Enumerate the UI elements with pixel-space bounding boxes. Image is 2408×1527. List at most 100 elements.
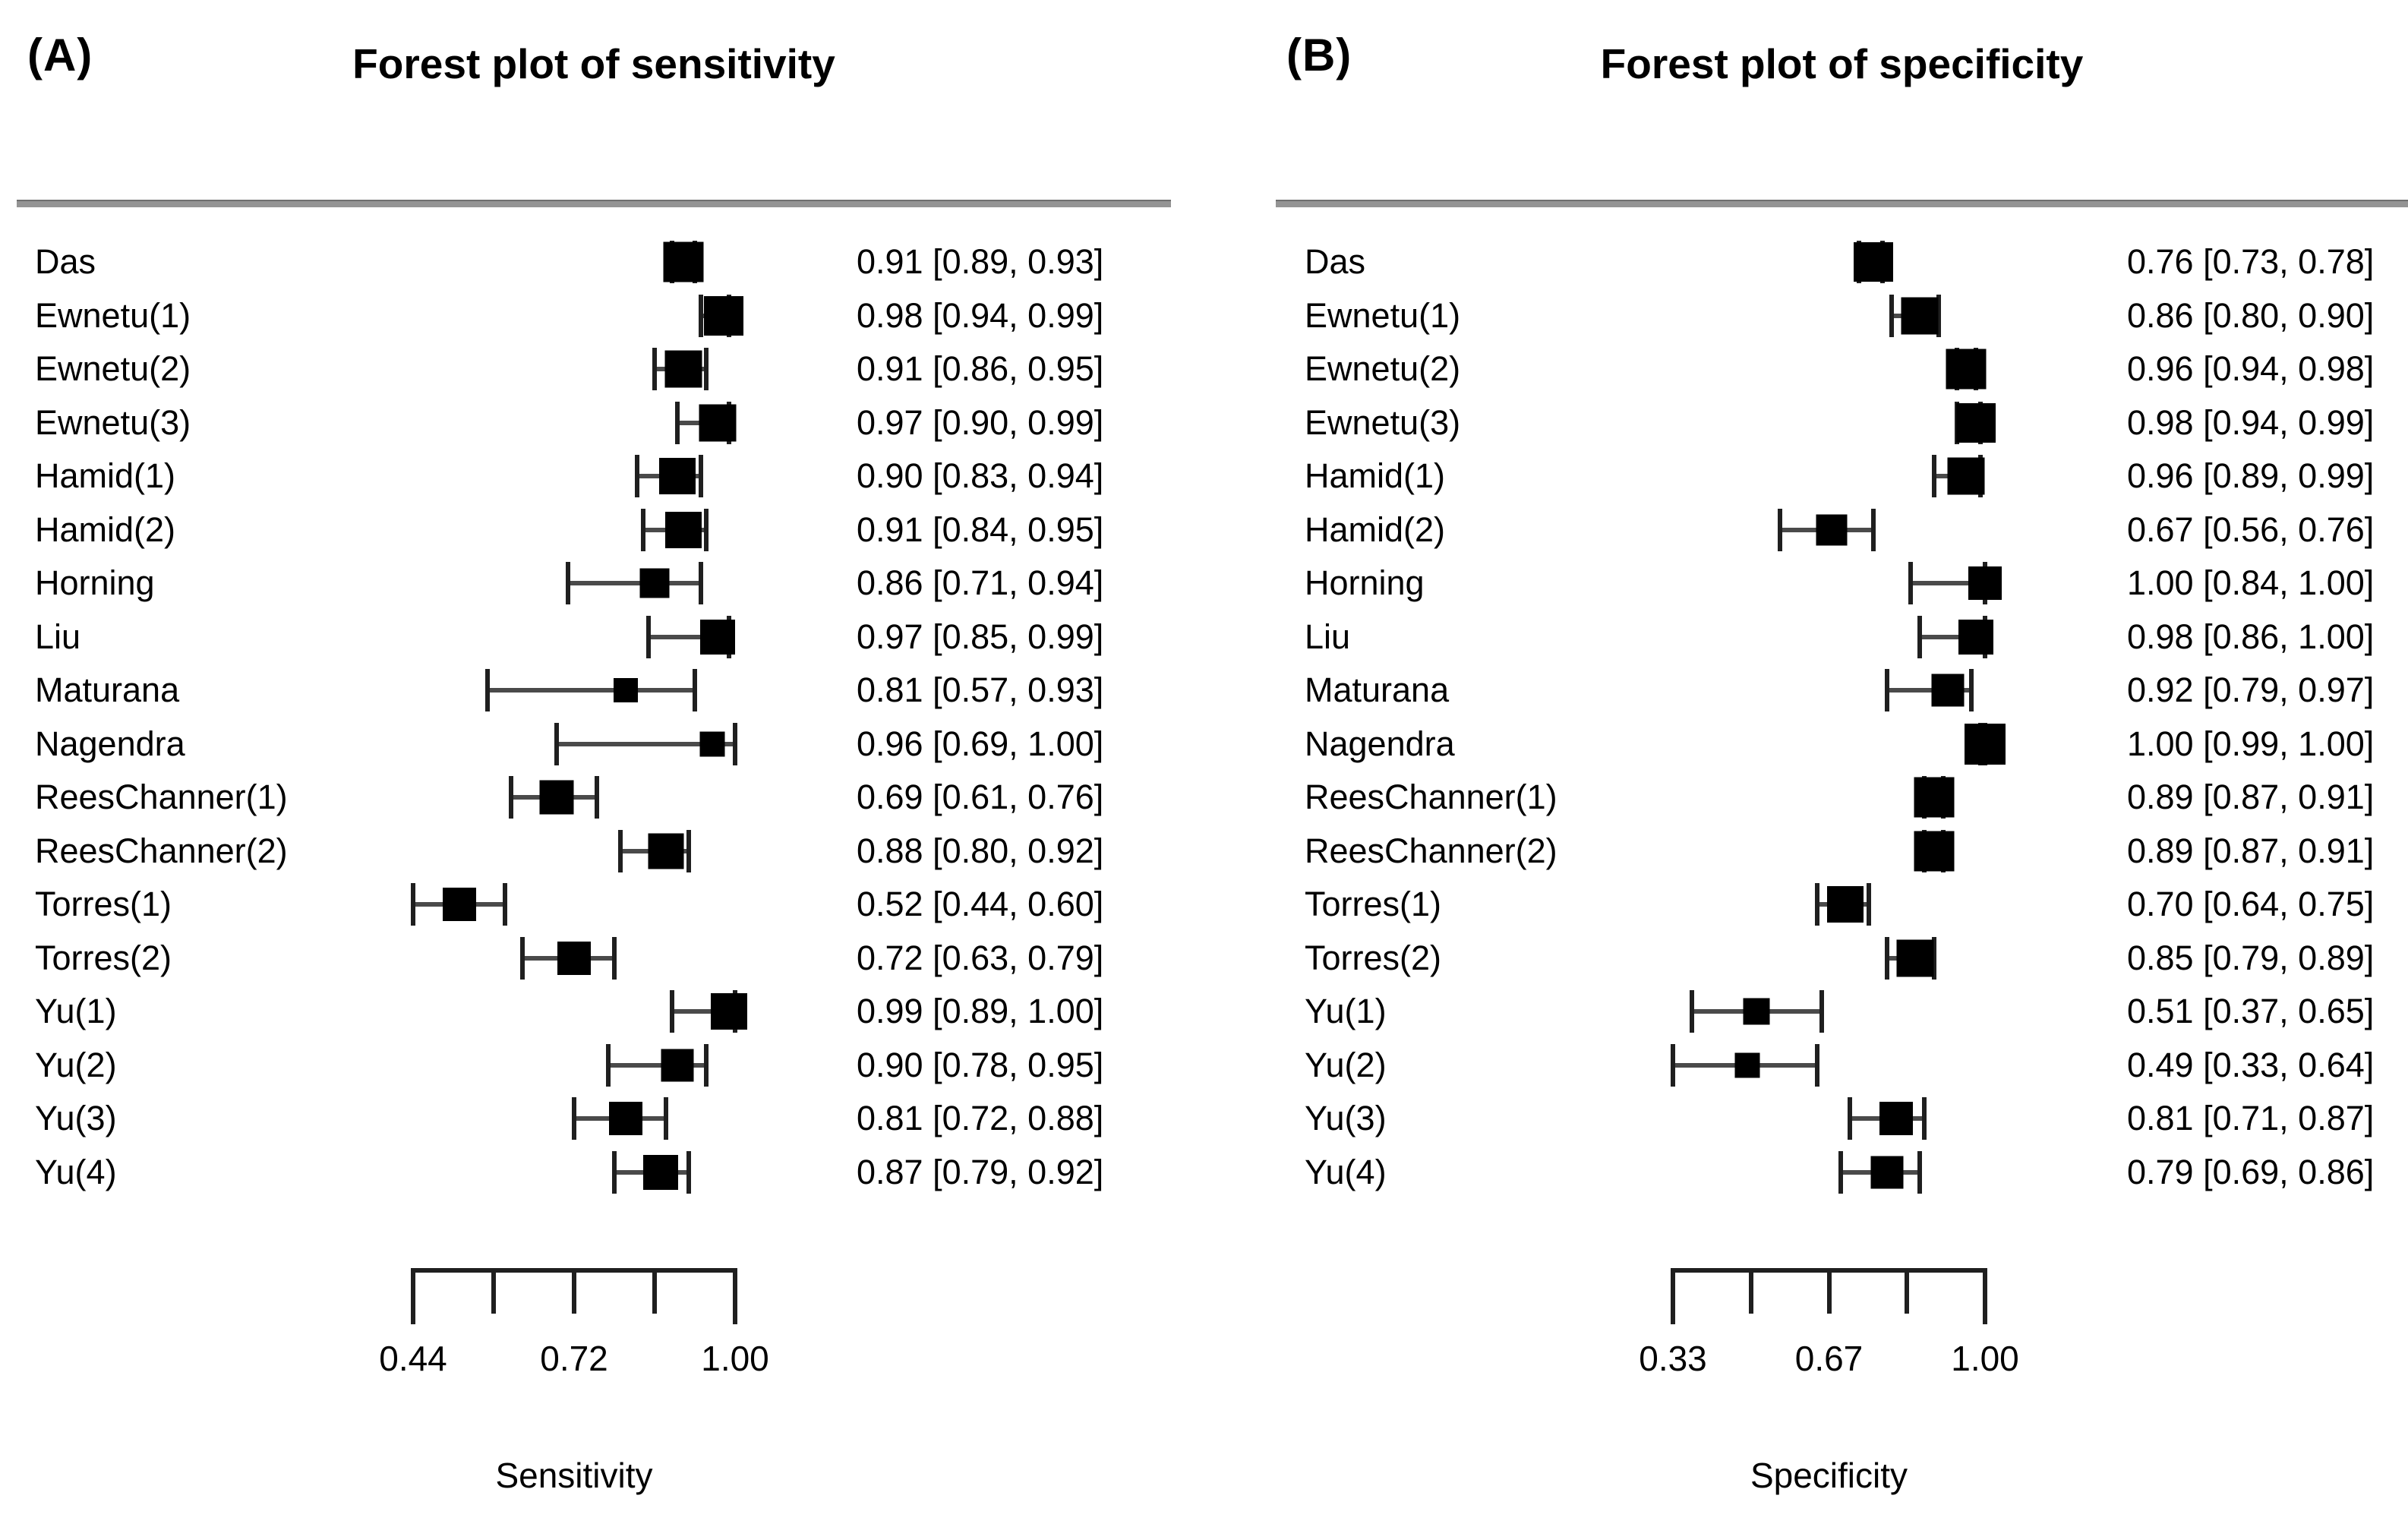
study-label: Hamid(1) bbox=[1305, 456, 1446, 496]
estimate-ci-text: 0.96 [0.94, 0.98] bbox=[2127, 349, 2375, 389]
study-label: Torres(2) bbox=[1305, 938, 1442, 977]
ci-line bbox=[649, 634, 730, 639]
study-label: ReesChanner(1) bbox=[1305, 778, 1557, 817]
ci-cap-high bbox=[704, 1043, 709, 1087]
estimate-square bbox=[699, 404, 737, 442]
study-label: Horning bbox=[35, 563, 155, 603]
x-axis-title-sensitivity: Sensitivity bbox=[495, 1456, 653, 1495]
axis-tick bbox=[572, 1268, 576, 1314]
ci-cap-low bbox=[1889, 294, 1895, 337]
ci-plot-strip bbox=[1673, 289, 1985, 343]
estimate-square bbox=[1816, 514, 1848, 546]
estimate-ci-text: 0.99 [0.89, 1.00] bbox=[857, 992, 1104, 1031]
forest-row: Torres(1) 0.70 [0.64, 0.75] bbox=[1276, 878, 2408, 932]
forest-row: Hamid(1) 0.96 [0.89, 0.99] bbox=[1276, 450, 2408, 503]
study-label: Yu(1) bbox=[35, 992, 117, 1031]
ci-plot-strip bbox=[413, 664, 735, 718]
estimate-ci-text: 0.98 [0.94, 0.99] bbox=[2127, 402, 2375, 442]
ci-cap-low bbox=[612, 1150, 617, 1194]
forest-row: ReesChanner(1) 0.69 [0.61, 0.76] bbox=[17, 771, 1171, 825]
ci-plot-strip bbox=[1673, 985, 1985, 1039]
forest-row: Das 0.91 [0.89, 0.93] bbox=[17, 235, 1171, 289]
estimate-ci-text: 0.72 [0.63, 0.79] bbox=[857, 938, 1104, 977]
estimate-ci-text: 0.79 [0.69, 0.86] bbox=[2127, 1152, 2375, 1191]
study-label: Yu(3) bbox=[35, 1099, 117, 1138]
ci-cap-high bbox=[698, 455, 703, 498]
study-label: Ewnetu(1) bbox=[35, 295, 191, 335]
study-label: Maturana bbox=[1305, 670, 1450, 710]
ci-cap-high bbox=[698, 562, 703, 605]
estimate-square bbox=[1734, 1052, 1760, 1078]
ci-plot-strip bbox=[413, 932, 735, 986]
panel-specificity: (B) Forest plot of specificity Das 0.76 … bbox=[1276, 0, 2408, 1527]
forest-row: Torres(1) 0.52 [0.44, 0.60] bbox=[17, 878, 1171, 932]
estimate-square bbox=[648, 833, 684, 869]
forest-row: ReesChanner(2) 0.88 [0.80, 0.92] bbox=[17, 825, 1171, 879]
estimate-square bbox=[1853, 242, 1893, 282]
ci-cap-high bbox=[503, 883, 508, 926]
study-label: Liu bbox=[1305, 617, 1351, 656]
estimate-ci-text: 0.98 [0.94, 0.99] bbox=[857, 295, 1104, 335]
ci-line bbox=[488, 688, 695, 693]
study-label: Yu(2) bbox=[35, 1045, 117, 1084]
study-label: Liu bbox=[35, 617, 81, 656]
ci-cap-high bbox=[595, 776, 600, 819]
forest-row: Yu(2) 0.90 [0.78, 0.95] bbox=[17, 1039, 1171, 1093]
estimate-ci-text: 0.70 [0.64, 0.75] bbox=[2127, 885, 2375, 924]
axis-tick bbox=[411, 1268, 415, 1324]
rows: Das 0.91 [0.89, 0.93] Ewnetu(1) 0.98 [0.… bbox=[17, 235, 1171, 1199]
axis-tick bbox=[1905, 1268, 1910, 1314]
ci-plot-strip bbox=[413, 718, 737, 771]
panel-title-specificity: Forest plot of specificity bbox=[1600, 40, 2084, 87]
estimate-ci-text: 0.96 [0.69, 1.00] bbox=[857, 724, 1104, 763]
ci-plot-strip bbox=[1673, 235, 1985, 289]
panel-title-sensitivity: Forest plot of sensitivity bbox=[352, 40, 835, 87]
estimate-square bbox=[699, 731, 725, 757]
ci-cap-high bbox=[704, 348, 709, 391]
x-axis-title-specificity: Specificity bbox=[1750, 1456, 1908, 1495]
ci-plot-strip bbox=[411, 878, 735, 932]
ci-plot-strip bbox=[1673, 664, 1985, 718]
estimate-ci-text: 0.52 [0.44, 0.60] bbox=[857, 885, 1104, 924]
estimate-square bbox=[1958, 619, 1993, 655]
study-label: Maturana bbox=[35, 670, 180, 710]
forest-row: Ewnetu(3) 0.97 [0.90, 0.99] bbox=[17, 396, 1171, 450]
ci-cap-low bbox=[1917, 615, 1923, 658]
estimate-ci-text: 0.81 [0.71, 0.87] bbox=[2127, 1099, 2375, 1138]
study-label: Hamid(2) bbox=[1305, 510, 1446, 549]
estimate-ci-text: 0.69 [0.61, 0.76] bbox=[857, 778, 1104, 817]
forest-row: Ewnetu(2) 0.91 [0.86, 0.95] bbox=[17, 342, 1171, 396]
ci-line bbox=[608, 1062, 707, 1068]
ci-plot-strip bbox=[1673, 932, 1985, 986]
forest-row: Yu(3) 0.81 [0.72, 0.88] bbox=[17, 1092, 1171, 1146]
forest-row: Hamid(2) 0.91 [0.84, 0.95] bbox=[17, 503, 1171, 557]
ci-cap-low bbox=[508, 776, 513, 819]
estimate-ci-text: 0.49 [0.33, 0.64] bbox=[2127, 1045, 2375, 1084]
axis-tick bbox=[652, 1268, 657, 1314]
estimate-ci-text: 0.98 [0.86, 1.00] bbox=[2127, 617, 2375, 656]
ci-cap-high bbox=[686, 829, 692, 872]
estimate-square bbox=[609, 1102, 643, 1136]
ci-plot-strip bbox=[1673, 450, 1985, 503]
ci-plot-strip bbox=[413, 1092, 735, 1146]
forest-row: Torres(2) 0.72 [0.63, 0.79] bbox=[17, 932, 1171, 986]
ci-cap-high bbox=[1917, 1150, 1923, 1194]
ci-cap-high bbox=[1870, 508, 1876, 551]
ci-cap-low bbox=[635, 455, 640, 498]
ci-cap-high bbox=[1931, 936, 1936, 980]
estimate-ci-text: 0.89 [0.87, 0.91] bbox=[2127, 778, 2375, 817]
axis-tick bbox=[1671, 1268, 1675, 1324]
ci-plot-strip bbox=[1673, 878, 1985, 932]
ci-cap-high bbox=[693, 669, 697, 712]
ci-plot-strip bbox=[413, 1039, 735, 1093]
estimate-square bbox=[1896, 939, 1934, 977]
ci-cap-low bbox=[640, 508, 645, 551]
ci-cap-low bbox=[566, 562, 571, 605]
ci-plot-strip bbox=[1673, 771, 1985, 825]
ci-plot-strip bbox=[413, 825, 735, 879]
forest-row: ReesChanner(2) 0.89 [0.87, 0.91] bbox=[1276, 825, 2408, 879]
ci-line bbox=[1920, 634, 1985, 639]
estimate-ci-text: 0.89 [0.87, 0.91] bbox=[2127, 831, 2375, 870]
estimate-ci-text: 0.81 [0.57, 0.93] bbox=[857, 670, 1104, 710]
study-label: Nagendra bbox=[1305, 724, 1455, 763]
